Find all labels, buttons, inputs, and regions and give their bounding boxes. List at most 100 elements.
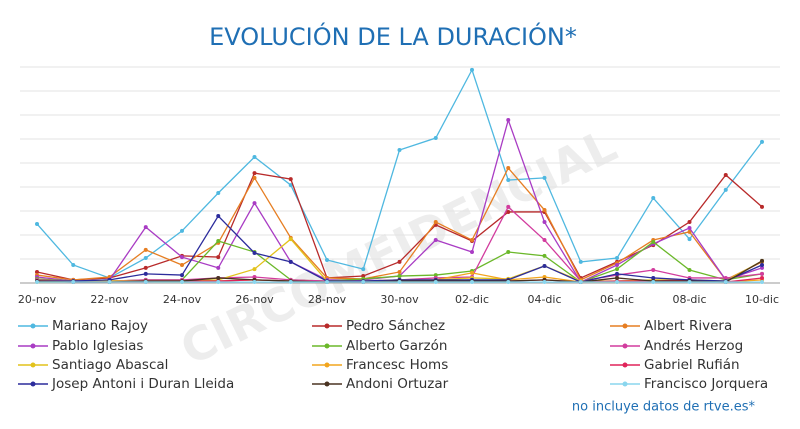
- point: [71, 263, 76, 267]
- point: [506, 166, 511, 171]
- legend-label: Mariano Rajoy: [52, 318, 148, 334]
- point: [180, 280, 184, 285]
- point: [542, 208, 547, 213]
- point: [35, 280, 39, 285]
- point: [216, 214, 221, 219]
- legend-dot: [622, 323, 628, 329]
- legend-label: Andoni Ortuzar: [346, 376, 449, 392]
- point: [687, 226, 692, 231]
- point: [651, 268, 656, 273]
- legend-dot: [622, 343, 628, 349]
- point: [143, 265, 148, 270]
- point: [35, 269, 39, 274]
- legend-label: Pedro Sánchez: [346, 318, 445, 334]
- x-tick-label: 10-dic: [745, 293, 779, 306]
- point: [433, 238, 438, 243]
- point: [578, 259, 583, 264]
- point: [143, 271, 148, 276]
- point: [760, 275, 764, 280]
- point: [723, 280, 728, 285]
- x-tick-label: 26-nov: [235, 293, 274, 306]
- point: [252, 280, 257, 285]
- point: [506, 280, 511, 285]
- point: [325, 257, 329, 262]
- point: [180, 255, 184, 260]
- chart-title: EVOLUCIÓN DE LA DURACIÓN*: [209, 21, 577, 51]
- legend-dot: [324, 381, 330, 387]
- point: [506, 250, 511, 255]
- point: [760, 139, 764, 144]
- point: [542, 280, 547, 285]
- x-tick-label: 28-nov: [308, 293, 347, 306]
- point: [216, 191, 221, 195]
- legend-label: Francisco Jorquera: [644, 376, 768, 392]
- point: [433, 220, 438, 225]
- point: [361, 267, 366, 272]
- point: [470, 270, 474, 275]
- point: [143, 280, 148, 285]
- point: [651, 239, 656, 244]
- point: [760, 263, 764, 267]
- point: [143, 247, 148, 252]
- point: [252, 275, 257, 279]
- point: [288, 259, 293, 264]
- point: [470, 238, 474, 243]
- point: [615, 275, 619, 280]
- point: [506, 178, 511, 183]
- point: [288, 183, 293, 188]
- point: [542, 253, 547, 258]
- point: [615, 280, 619, 285]
- point: [397, 148, 402, 153]
- point: [760, 271, 764, 276]
- point: [288, 237, 293, 242]
- point: [760, 258, 764, 263]
- point: [433, 136, 438, 141]
- point: [542, 220, 547, 225]
- point: [180, 273, 184, 278]
- point: [687, 280, 692, 285]
- x-tick-label: 20-nov: [18, 293, 57, 306]
- point: [252, 267, 257, 272]
- point: [216, 265, 221, 270]
- point: [723, 173, 728, 177]
- point: [252, 175, 257, 180]
- point: [615, 267, 619, 272]
- legend-dot: [30, 323, 36, 329]
- point: [760, 265, 764, 270]
- point: [397, 269, 402, 274]
- point: [361, 280, 366, 285]
- legend-dot: [30, 343, 36, 349]
- point: [180, 263, 184, 267]
- point: [687, 268, 692, 273]
- point: [180, 228, 184, 233]
- x-tick-label: 06-dic: [600, 293, 634, 306]
- point: [397, 274, 402, 279]
- point: [542, 275, 547, 279]
- point: [35, 221, 39, 226]
- point: [397, 259, 402, 264]
- point: [506, 209, 511, 214]
- point: [506, 204, 511, 209]
- legend-dot: [324, 343, 330, 349]
- legend-dot: [324, 323, 330, 329]
- point: [288, 280, 293, 285]
- point: [615, 263, 619, 267]
- point: [71, 280, 76, 285]
- point: [216, 239, 221, 243]
- point: [107, 280, 112, 285]
- x-tick-label: 24-nov: [163, 293, 202, 306]
- point: [433, 280, 438, 285]
- point: [143, 256, 148, 261]
- point: [252, 251, 257, 255]
- x-tick-label: 22-nov: [90, 293, 129, 306]
- legend-dot: [622, 381, 628, 387]
- point: [216, 275, 221, 280]
- point: [216, 280, 221, 285]
- point: [216, 255, 221, 260]
- point: [651, 275, 656, 280]
- point: [542, 238, 547, 243]
- legend-dot: [324, 362, 330, 368]
- point: [651, 280, 656, 285]
- legend-label: Francesc Homs: [346, 357, 448, 373]
